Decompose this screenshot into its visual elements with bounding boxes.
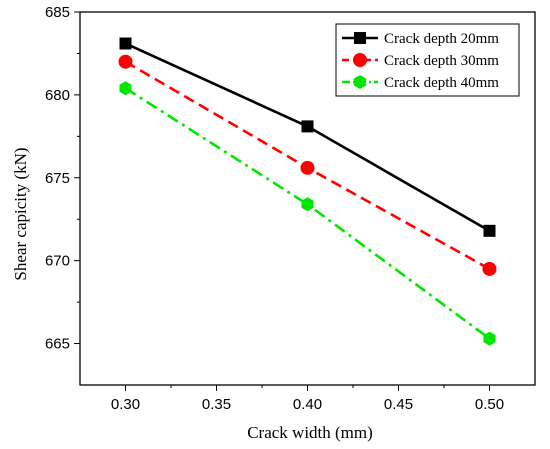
- data-point: [483, 331, 496, 346]
- data-point: [119, 37, 132, 50]
- data-point: [483, 224, 496, 237]
- data-point: [301, 197, 314, 212]
- y-tick-label: 685: [45, 4, 70, 21]
- legend-marker: [353, 75, 367, 89]
- legend-label: Crack depth 20mm: [384, 31, 499, 47]
- axes: 0.30 0.35 0.40 0.45 0.50 665 670 675 680 685: [45, 4, 536, 413]
- data-point: [118, 54, 133, 69]
- legend-item: Crack depth 30mm: [342, 53, 499, 69]
- legend-label: Crack depth 40mm: [384, 75, 499, 91]
- y-tick-label: 675: [45, 170, 70, 187]
- series-2: [118, 54, 497, 276]
- x-tick-label: 0.30: [111, 396, 140, 413]
- x-tick-label: 0.50: [475, 396, 504, 413]
- legend-item: Crack depth 40mm: [342, 75, 499, 91]
- x-tick-label: 0.35: [202, 396, 231, 413]
- data-point: [482, 261, 497, 276]
- x-axis-title: Crack width (mm): [247, 423, 373, 442]
- legend-marker: [354, 32, 366, 44]
- series-3: [119, 81, 496, 346]
- legend-label: Crack depth 30mm: [384, 53, 499, 69]
- series-1: [119, 37, 496, 237]
- data-point: [300, 160, 315, 175]
- y-tick-label: 670: [45, 253, 70, 270]
- x-tick-label: 0.40: [293, 396, 322, 413]
- y-tick-label: 665: [45, 336, 70, 353]
- y-tick-label: 680: [45, 87, 70, 104]
- y-axis-title: Shear capicity (kN): [11, 147, 30, 280]
- data-point: [119, 81, 132, 96]
- legend: Crack depth 20mm Crack depth 30mm Crack de…: [335, 23, 520, 97]
- legend-marker: [353, 53, 367, 67]
- data-point: [301, 120, 314, 133]
- series-layer: [118, 37, 497, 346]
- legend-item: Crack depth 20mm: [342, 31, 499, 47]
- x-tick-label: 0.45: [384, 396, 413, 413]
